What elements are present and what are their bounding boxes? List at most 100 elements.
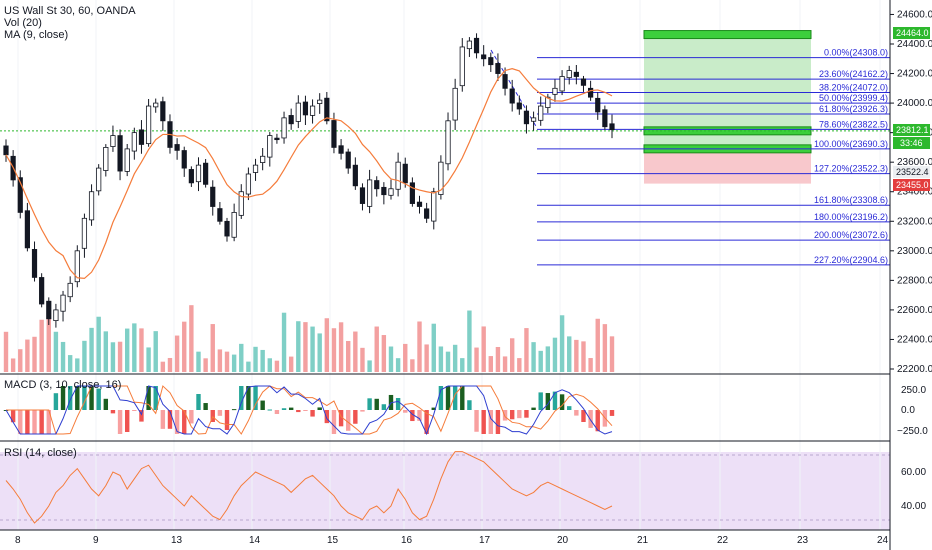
fib-level-label: 161.80%(23308.6) [814,195,888,205]
macd-histogram-bar [231,409,237,411]
price-axis-label: 24400.0 [897,39,932,50]
candle-body [459,46,465,87]
candle-body [602,109,608,128]
candle-body [452,87,458,121]
macd-histogram-bar [39,410,44,434]
moving-average [5,67,613,280]
candle-body [366,179,373,207]
macd-histogram-bar [25,410,30,434]
candle-body [210,186,216,207]
volume-bar [395,358,401,372]
stop-zone [644,148,811,184]
rsi-axis-label: 60.00 [901,467,926,478]
volume-bar [96,316,101,372]
candle-body [488,57,494,66]
macd-histogram-bar [395,398,401,410]
volume-bar [303,322,308,372]
macd-histogram-bar [174,410,180,434]
volume-bar [246,361,251,372]
macd-histogram-bar [32,410,37,434]
vol-indicator-title[interactable]: Vol (20) [4,17,42,29]
macd-histogram-bar [67,386,73,410]
time-axis[interactable]: 8 9 13 14 15 16 17 20 21 22 23 24 [15,535,889,546]
macd-histogram-bar [581,410,586,422]
macd-histogram-bar [559,394,565,410]
fib-level-label: 127.20%(23522.3) [814,164,888,174]
macd-histogram-bar [567,406,572,410]
macd-histogram-bar [146,386,151,410]
symbol-title[interactable]: US Wall St 30, 60, OANDA [4,5,136,17]
macd-histogram-bar [89,386,94,410]
macd-histogram-bar [281,408,287,410]
macd-histogram-bar [331,410,337,434]
macd-line [5,385,613,436]
candle-body [224,220,230,237]
candle-body [281,117,287,139]
price-axis[interactable]: 24600.024400.024200.024000.023800.023600… [890,9,932,375]
candle-body [381,186,387,196]
candle-body [409,182,415,204]
candle-body [160,101,166,122]
volume-bar [545,346,551,372]
macd-histogram-bar [53,393,59,410]
candle-body [60,294,66,312]
volume-bar [317,333,322,372]
candle-body [338,145,344,154]
price-axis-label: 22600.0 [897,305,932,316]
macd-histogram-bar [189,410,194,424]
macd-histogram-bar [353,410,358,424]
volume-bar [531,342,536,372]
candle-body [530,117,537,122]
candle-body [288,115,294,125]
candle-body [559,76,565,92]
volume-bar [574,339,579,372]
macd-histogram-bar [417,410,422,421]
candle-body [388,188,394,196]
macd-indicator-title[interactable]: MACD (3, 10, close, 16) [4,379,121,391]
volume-bar [559,315,565,372]
target-price-tag [893,27,930,39]
macd-histogram-bar [253,386,258,410]
time-axis-label: 21 [637,535,649,546]
candle-body [238,191,244,216]
current-price-text: 23812.1 [896,125,929,135]
price-axis-label: 23200.0 [897,216,932,227]
price-axis-label: 22200.0 [897,364,932,375]
volume-bar [217,349,223,372]
entry-price-text: 23522.4 [896,167,929,177]
volume-bar [75,358,80,372]
volume-bar [381,335,387,372]
volume-bar [231,354,237,372]
volume-bar [602,324,608,372]
price-axis-label: 23400.0 [897,187,932,198]
macd-histogram-bar [460,386,465,410]
volume-bar [82,340,87,372]
rsi-indicator-title[interactable]: RSI (14, close) [4,447,77,459]
volume-bar [288,356,294,372]
volume-bar [353,331,358,372]
volume-bar [253,346,258,372]
volume-bar [374,326,379,372]
fib-level-label: 180.00%(23196.2) [814,212,888,222]
volume-bar [39,319,44,372]
ma-indicator-title[interactable]: MA (9, close) [4,29,68,41]
candle-body [317,99,323,104]
candle-body [260,155,266,163]
current-price-tag [893,124,930,136]
candle-body [138,129,145,145]
volume-bar [403,343,408,372]
macd-histogram-bar [431,407,436,410]
macd-histogram-bar [438,386,444,410]
volume-bar [60,341,66,372]
macd-histogram-bar [274,410,280,414]
macd-histogram-bar [103,398,109,410]
candle-body [502,74,508,89]
volume-bar [32,336,37,372]
volume-bars [3,305,615,372]
macd-histogram-bar [46,410,51,434]
price-axis-label: 23000.0 [897,246,932,257]
time-axis-label: 13 [171,535,183,546]
candle-body [523,110,530,125]
candle-body [46,300,52,320]
